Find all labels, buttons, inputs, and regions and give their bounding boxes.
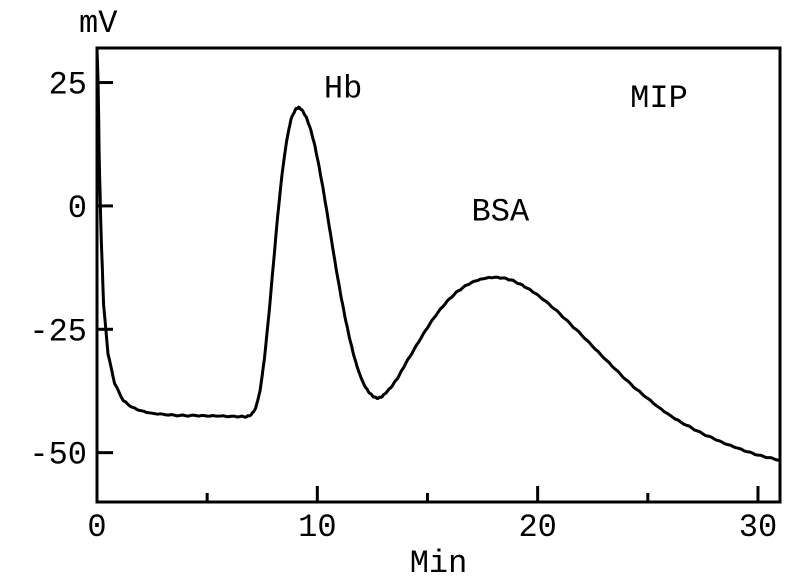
x-tick-label: 30 bbox=[739, 509, 777, 546]
y-tick-label: 0 bbox=[68, 190, 87, 227]
x-axis-label: Min bbox=[410, 545, 468, 579]
y-unit-label: mV bbox=[79, 5, 118, 42]
x-tick-label: 0 bbox=[87, 509, 106, 546]
y-tick-label: -50 bbox=[29, 437, 87, 474]
x-tick-label: 10 bbox=[298, 509, 336, 546]
annotation-label: BSA bbox=[472, 194, 530, 231]
y-tick-label: -25 bbox=[29, 313, 87, 350]
y-tick-label: 25 bbox=[49, 67, 87, 104]
chromatogram-chart: 0 10 20 30 -50 -25 0 25 mV Min Hb BSA MIP bbox=[0, 0, 800, 579]
x-tick-label: 20 bbox=[518, 509, 556, 546]
annotation-label: MIP bbox=[630, 80, 688, 117]
annotation-label: Hb bbox=[324, 70, 362, 107]
